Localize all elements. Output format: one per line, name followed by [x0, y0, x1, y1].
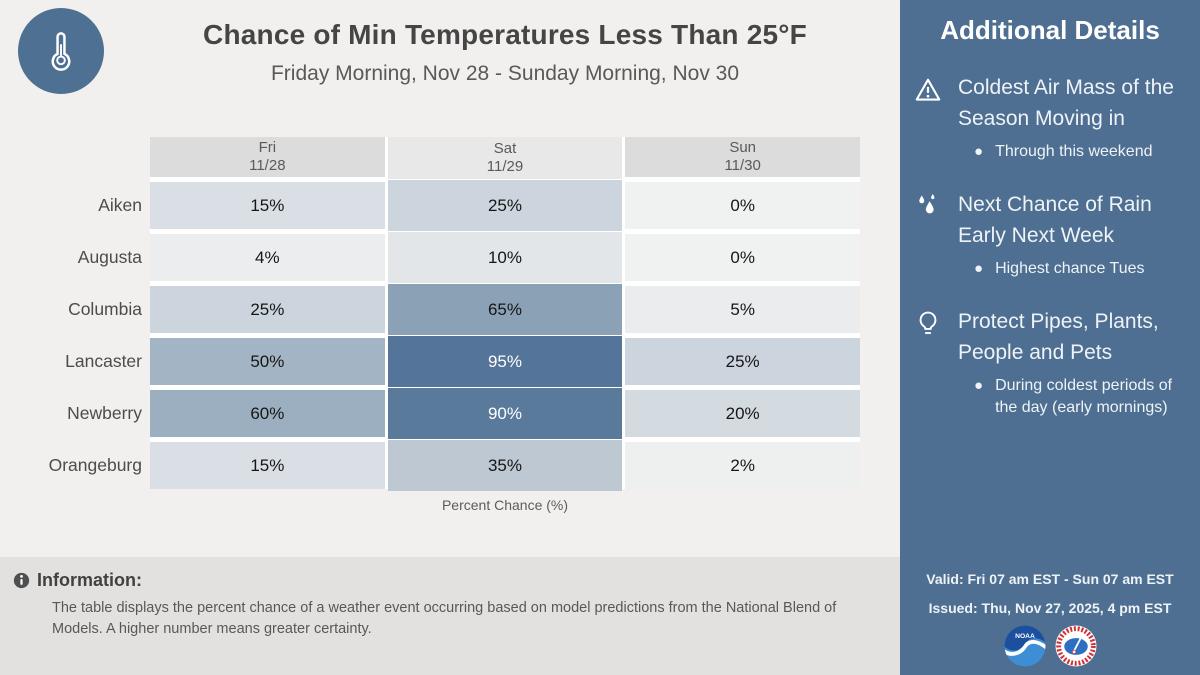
detail-bullet-text: Through this weekend: [995, 143, 1153, 160]
table-cell-lancaster-sun: 25%: [625, 338, 860, 385]
sidebar-footer: Valid: Fri 07 am EST - Sun 07 am EST Iss…: [900, 571, 1200, 667]
column-date: 11/29: [486, 158, 524, 175]
detail-item-protect: Protect Pipes, Plants, People and Pets ●…: [913, 306, 1187, 419]
row-label-orangeburg: Orangeburg: [48, 455, 142, 475]
column-date: 11/28: [249, 157, 286, 174]
table-cell-newberry-sat: 90%: [387, 388, 623, 439]
table-cell-orangeburg-fri: 15%: [150, 442, 385, 489]
table-cell-orangeburg-sat: 35%: [387, 440, 623, 491]
bullet-dot: ●: [974, 260, 984, 277]
valid-text: Valid: Fri 07 am EST - Sun 07 am EST: [926, 571, 1174, 587]
table-cell-newberry-fri: 60%: [150, 390, 385, 437]
lightbulb-icon: [919, 311, 937, 334]
raindrops-icon: [919, 194, 935, 214]
detail-bullet: ● During coldest periods of the day (ear…: [958, 375, 1187, 419]
column-day: Sun: [729, 139, 757, 156]
table-cell-columbia-sun: 5%: [625, 286, 860, 333]
main-panel: Chance of Min Temperatures Less Than 25°…: [0, 0, 900, 675]
row-label-spacer: [0, 137, 142, 177]
row-label-augusta: Augusta: [77, 247, 142, 267]
table-cell-columbia-fri: 25%: [150, 286, 385, 333]
page-title: Chance of Min Temperatures Less Than 25°…: [203, 19, 807, 50]
row-label-columbia: Columbia: [68, 299, 142, 319]
detail-bullet-text: During coldest periods of the day (early…: [995, 377, 1173, 416]
detail-bullet: ● Highest chance Tues: [958, 258, 1187, 280]
info-text: The table displays the percent chance of…: [52, 600, 837, 637]
issued-text: Issued: Thu, Nov 27, 2025, 4 pm EST: [928, 600, 1172, 616]
header-icon-badge: [18, 8, 104, 94]
table-cell-lancaster-sat: 95%: [387, 336, 623, 387]
detail-item-title: Protect Pipes, Plants, People and Pets: [958, 310, 1159, 364]
svg-text:NOAA: NOAA: [1015, 633, 1035, 640]
column-header-sat: Sat 11/29: [387, 137, 623, 179]
column-header-fri: Fri 11/28: [150, 137, 385, 177]
info-label: Information:: [37, 570, 142, 590]
table-row-labels: Aiken Augusta Columbia Lancaster Newberr…: [0, 137, 142, 489]
detail-bullet-text: Highest chance Tues: [995, 260, 1145, 277]
detail-item-rain: Next Chance of Rain Early Next Week ● Hi…: [913, 189, 1187, 280]
table-cell-augusta-fri: 4%: [150, 234, 385, 281]
column-day: Fri: [258, 139, 277, 156]
additional-details-sidebar: Additional Details Coldest Air Mass of t…: [900, 0, 1200, 675]
table-cell-lancaster-fri: 50%: [150, 338, 385, 385]
table-cell-aiken-sun: 0%: [625, 182, 860, 229]
column-day: Sat: [493, 140, 517, 157]
percent-chance-table: Fri 11/28 Sat 11/29 Sun 11/30 15% 25% 0%…: [150, 137, 860, 491]
table-cell-newberry-sun: 20%: [625, 390, 860, 437]
bullet-dot: ●: [974, 143, 984, 160]
detail-item-title: Coldest Air Mass of the Season Moving in: [958, 76, 1174, 130]
table-cell-augusta-sat: 10%: [387, 232, 623, 283]
detail-item-cold-air: Coldest Air Mass of the Season Moving in…: [913, 72, 1187, 163]
bullet-dot: ●: [974, 377, 984, 394]
nws-logo: [1055, 625, 1096, 667]
information-bar: Information: The table displays the perc…: [0, 557, 900, 675]
table-cell-augusta-sun: 0%: [625, 234, 860, 281]
row-label-lancaster: Lancaster: [65, 351, 142, 371]
page-subtitle: Friday Morning, Nov 28 - Sunday Morning,…: [270, 62, 740, 85]
row-label-aiken: Aiken: [98, 195, 142, 215]
row-label-newberry: Newberry: [67, 403, 142, 423]
detail-item-title: Next Chance of Rain Early Next Week: [958, 193, 1152, 247]
info-icon: [13, 572, 30, 589]
column-date: 11/30: [724, 157, 761, 174]
table-cell-aiken-sat: 25%: [387, 180, 623, 231]
header: Chance of Min Temperatures Less Than 25°…: [110, 0, 900, 86]
column-header-sun: Sun 11/30: [625, 137, 860, 177]
detail-bullet: ● Through this weekend: [958, 141, 1187, 163]
noaa-logo: NOAA: [1004, 625, 1045, 667]
thermometer-icon: [51, 32, 71, 71]
sidebar-title: Additional Details: [940, 15, 1160, 45]
warning-icon: [915, 78, 941, 101]
table-cell-columbia-sat: 65%: [387, 284, 623, 335]
table-cell-orangeburg-sun: 2%: [625, 442, 860, 489]
table-cell-aiken-fri: 15%: [150, 182, 385, 229]
table-caption: Percent Chance (%): [441, 497, 569, 513]
